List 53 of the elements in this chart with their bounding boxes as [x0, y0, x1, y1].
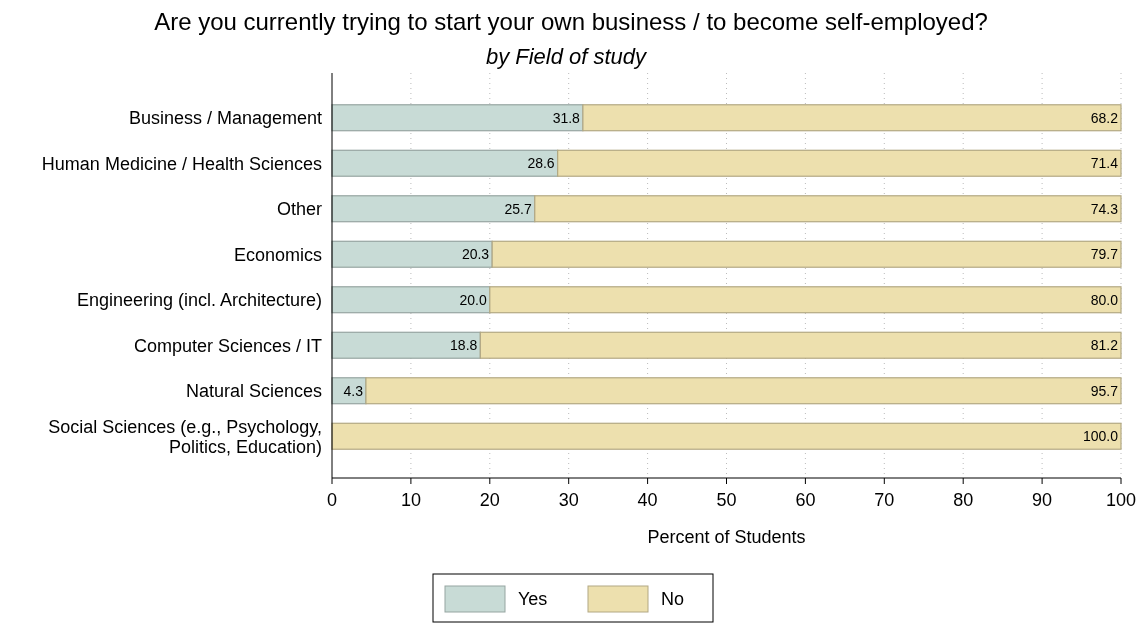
x-tick-label: 80: [953, 490, 974, 510]
data-label: 81.2: [1090, 337, 1119, 354]
x-tick-label: 60: [795, 490, 816, 510]
legend-label: Yes: [518, 589, 548, 610]
data-label: 4.3: [343, 382, 364, 399]
bar: [331, 331, 481, 359]
bar: [489, 286, 1122, 314]
bar: [491, 240, 1122, 268]
x-tick-label: 40: [637, 490, 658, 510]
data-label: 95.7: [1090, 382, 1119, 399]
bar: [365, 377, 1122, 405]
data-label: 31.8: [552, 109, 581, 126]
data-label: 28.6: [527, 155, 555, 172]
x-tick-label: 10: [400, 490, 421, 510]
data-label: 18.8: [450, 337, 478, 354]
x-tick-label: 70: [874, 490, 895, 510]
x-tick-label: 90: [1032, 490, 1053, 510]
x-tick-label: 0: [326, 490, 338, 510]
data-label: 68.2: [1090, 109, 1119, 126]
data-label: 79.7: [1090, 246, 1119, 263]
bar: [582, 104, 1122, 132]
x-tick-label: 20: [479, 490, 500, 510]
bar: [557, 149, 1122, 177]
x-tick-label: 50: [716, 490, 737, 510]
data-label: 100.0: [1082, 428, 1119, 445]
y-tick-label: Natural Sciences: [185, 381, 322, 402]
bar: [331, 104, 584, 132]
data-label: 80.0: [1090, 291, 1119, 308]
data-label: 71.4: [1090, 155, 1119, 172]
x-tick-label: 30: [558, 490, 579, 510]
y-tick-label: Business / Management: [128, 108, 322, 129]
bar: [331, 240, 493, 268]
y-tick-label: Computer Sciences / IT: [133, 335, 322, 356]
bar: [331, 195, 536, 223]
y-tick-label: Social Sciences (e.g., Psychology, Politics, Education): [48, 416, 322, 457]
chart-title: Are you currently trying to start your own business / to become self-employed?: [154, 8, 988, 35]
y-tick-label: Economics: [233, 244, 322, 265]
bar: [331, 286, 491, 314]
data-label: 20.0: [459, 291, 488, 308]
y-tick-label: Other: [276, 199, 322, 220]
x-axis-title: Percent of Students: [647, 527, 806, 547]
bar: [534, 195, 1122, 223]
chart-subtitle: by Field of study: [485, 44, 649, 69]
y-tick-label: Human Medicine / Health Sciences: [41, 153, 322, 174]
data-label: 74.3: [1090, 200, 1119, 217]
data-label: 20.3: [461, 246, 490, 263]
legend-label: No: [661, 589, 685, 610]
bar: [479, 331, 1122, 359]
data-label: 25.7: [504, 200, 532, 217]
y-tick-label: Engineering (incl. Architecture): [76, 290, 322, 311]
bar: [331, 422, 1122, 450]
bar: [331, 149, 559, 177]
x-tick-label: 100: [1105, 490, 1137, 510]
